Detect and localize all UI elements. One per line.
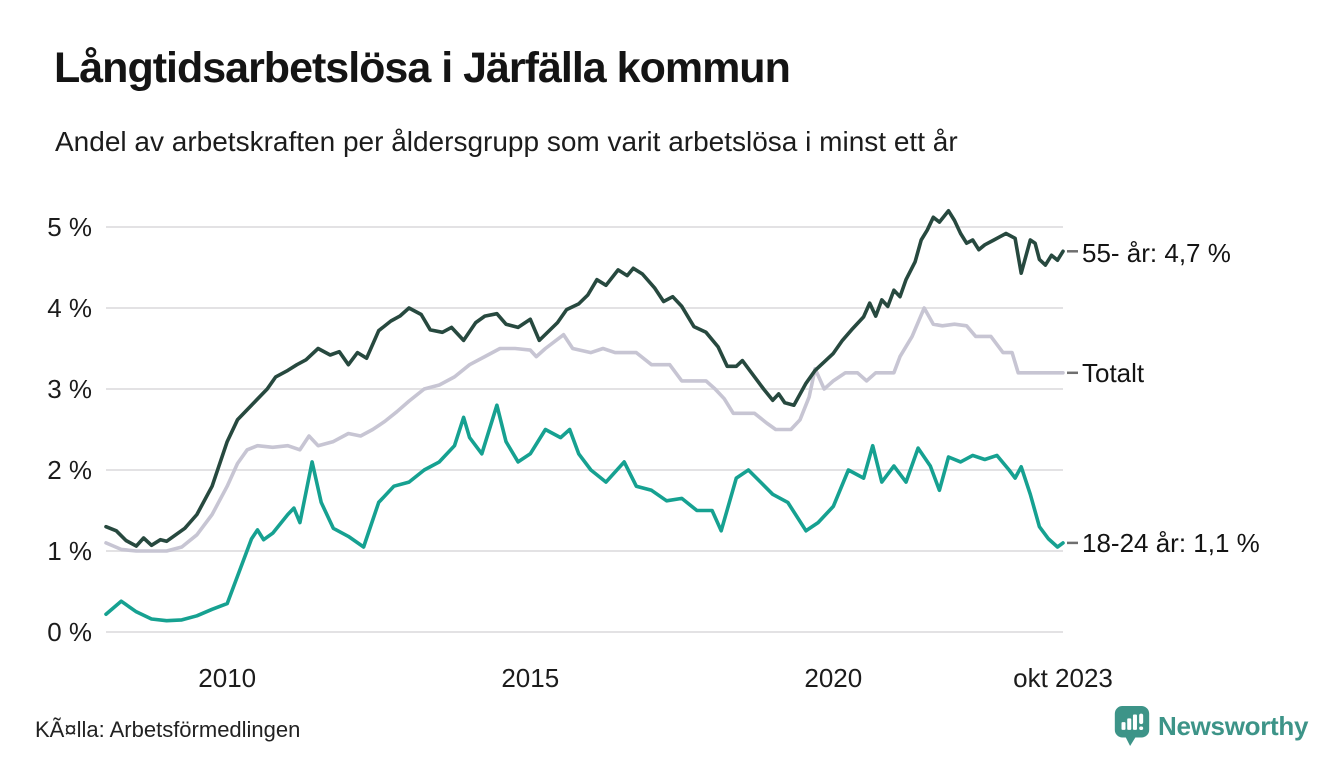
newsworthy-logo-icon: [1114, 705, 1150, 747]
series-end-label-55-ar: 55- år: 4,7 %: [1082, 238, 1231, 268]
x-tick-label-1: 2015: [501, 663, 560, 693]
series-end-label-18-24-ar: 18-24 år: 1,1 %: [1082, 528, 1260, 558]
chart-title: Långtidsarbetslösa i Järfälla kommun: [54, 44, 791, 92]
x-tick-label-0: 2010: [198, 663, 257, 693]
series-line-18-24-r: [104, 403, 1065, 623]
source-note: KÃ¤lla: Arbetsförmedlingen: [35, 717, 301, 742]
x-tick-label-2: 2020: [804, 663, 863, 693]
y-tick-label-4: 4 %: [47, 293, 92, 323]
newsworthy-brand: Newsworthy: [1113, 705, 1308, 747]
y-tick-label-1: 1 %: [47, 536, 92, 566]
y-tick-label-5: 5 %: [47, 212, 92, 242]
newsworthy-brand-name: Newsworthy: [1158, 710, 1309, 741]
series-line-55-r: [104, 209, 1065, 548]
y-tick-label-0: 0 %: [47, 617, 92, 647]
series-end-label-totalt: Totalt: [1082, 358, 1145, 388]
x-tick-label-3: okt 2023: [1013, 663, 1113, 693]
y-tick-label-2: 2 %: [47, 455, 92, 485]
series-line-totalt: [104, 306, 1065, 553]
y-tick-label-3: 3 %: [47, 374, 92, 404]
chart-subtitle: Andel av arbetskraften per åldersgrupp s…: [55, 126, 958, 157]
